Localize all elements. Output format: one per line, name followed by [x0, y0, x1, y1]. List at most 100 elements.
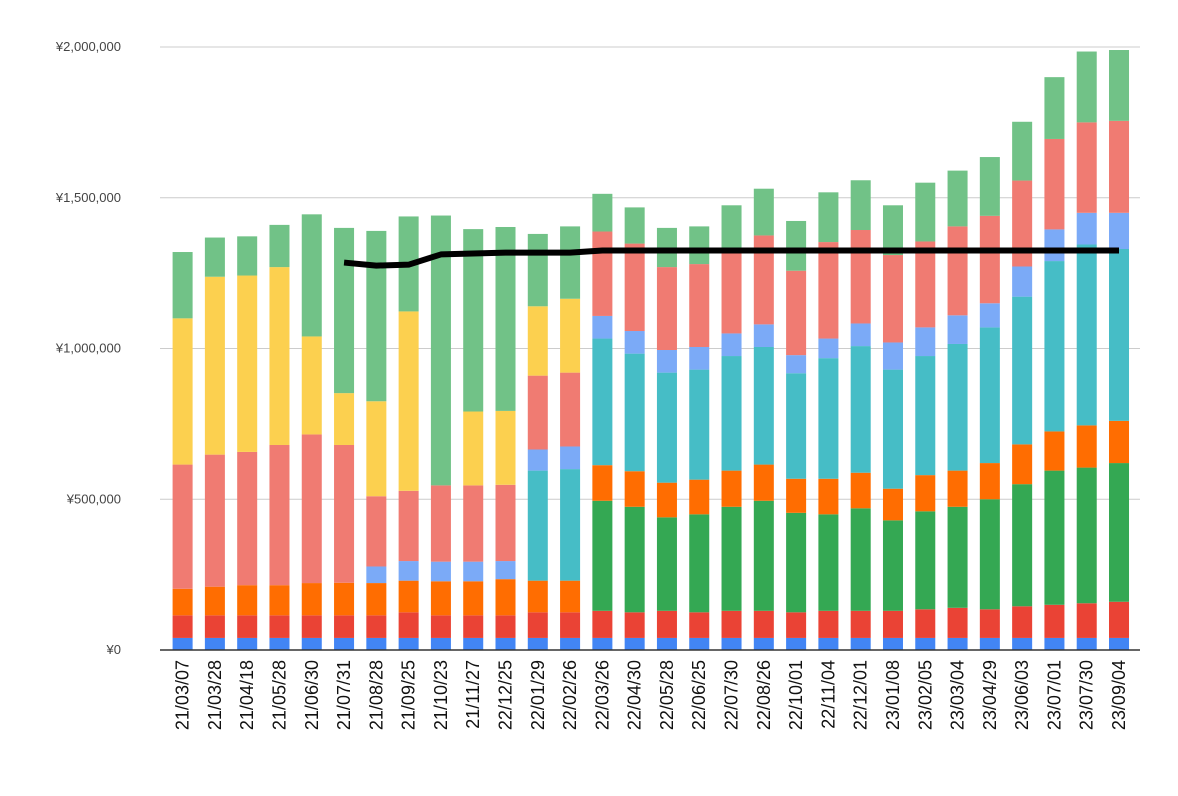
bar-segment [624, 353, 645, 472]
x-tick-label: 23/07/30 [1077, 660, 1097, 730]
bar-segment [656, 227, 677, 268]
bar-segment [592, 193, 613, 232]
bar-stack [1109, 50, 1130, 650]
bar-segment [656, 350, 677, 373]
x-tick-label: 22/02/26 [560, 660, 580, 730]
bar-segment [560, 372, 581, 447]
y-tick-label: ¥500,000 [66, 491, 121, 506]
bar-segment [979, 609, 1000, 638]
bar-segment [237, 615, 258, 638]
bar-segment [527, 470, 548, 581]
bar-segment [495, 226, 516, 411]
bar-stack [882, 205, 903, 650]
bar-segment [656, 372, 677, 483]
bar-stack [172, 252, 193, 650]
bar-segment [656, 610, 677, 638]
bar-segment [753, 188, 774, 236]
bar-stack [818, 192, 839, 650]
bar-segment [753, 500, 774, 611]
bar-segment [269, 444, 290, 586]
bar-segment [430, 215, 451, 486]
x-tick-label: 22/07/30 [722, 660, 742, 730]
x-tick-label: 22/10/01 [786, 660, 806, 730]
bar-stack [204, 237, 225, 650]
bar-segment [527, 637, 548, 650]
bar-segment [430, 485, 451, 562]
bar-segment [172, 252, 193, 319]
bar-segment [1076, 603, 1097, 638]
bar-stack [624, 207, 645, 650]
bar-segment [689, 479, 710, 515]
y-tick-label: ¥1,000,000 [55, 341, 121, 356]
bar-segment [689, 264, 710, 347]
bar-segment [334, 637, 355, 650]
bar-segment [624, 506, 645, 613]
bar-segment [1076, 637, 1097, 650]
bar-segment [1076, 212, 1097, 245]
bar-segment [527, 375, 548, 450]
bar-segment [1109, 120, 1130, 213]
bar-segment [786, 373, 807, 479]
bar-segment [204, 637, 225, 650]
bar-segment [237, 236, 258, 276]
bar-segment [786, 478, 807, 513]
x-tick-label: 23/03/04 [948, 660, 968, 730]
bar-stack [301, 214, 322, 650]
bar-stack [915, 182, 936, 650]
bar-segment [721, 249, 742, 334]
bar-segment [1012, 444, 1033, 485]
bar-segment [882, 205, 903, 256]
bar-segment [850, 180, 871, 231]
bar-segment [269, 585, 290, 616]
bar-segment [334, 393, 355, 445]
bar-segment [463, 485, 484, 562]
bar-segment [237, 585, 258, 616]
x-tick-label: 21/10/23 [431, 660, 451, 730]
bar-segment [979, 327, 1000, 464]
bar-segment [366, 615, 387, 638]
bar-segment [301, 214, 322, 337]
bar-segment [753, 610, 774, 638]
x-tick-label: 21/04/18 [237, 660, 257, 730]
x-tick-label: 22/03/26 [592, 660, 612, 730]
bar-segment [204, 454, 225, 587]
x-tick-label: 22/01/29 [528, 660, 548, 730]
bar-segment [560, 469, 581, 581]
bar-segment [592, 338, 613, 466]
bar-segment [721, 333, 742, 357]
bar-segment [915, 356, 936, 476]
bar-segment [818, 514, 839, 611]
x-tick-label: 23/07/01 [1044, 660, 1064, 730]
x-tick-label: 21/05/28 [269, 660, 289, 730]
bar-segment [818, 192, 839, 243]
bar-segment [560, 446, 581, 470]
bar-segment [979, 157, 1000, 216]
bar-segment [786, 220, 807, 271]
bar-segment [882, 610, 903, 638]
bar-segment [1076, 51, 1097, 123]
bar-segment [398, 637, 419, 650]
bar-segment [592, 500, 613, 611]
bar-segment [786, 612, 807, 638]
x-tick-label: 21/07/31 [334, 660, 354, 730]
bar-segment [430, 637, 451, 650]
bar-segment [1044, 431, 1065, 471]
bar-segment [947, 637, 968, 650]
bar-stack [592, 193, 613, 650]
bar-segment [527, 306, 548, 376]
bar-segment [656, 267, 677, 351]
bar-segment [915, 511, 936, 610]
bar-segment [495, 561, 516, 580]
bar-segment [786, 637, 807, 650]
bar-segment [947, 607, 968, 638]
bar-segment [1012, 606, 1033, 638]
bar-stack [689, 226, 710, 650]
bar-segment [915, 241, 936, 328]
x-tick-label: 21/06/30 [302, 660, 322, 730]
bar-segment [882, 637, 903, 650]
bar-segment [979, 637, 1000, 650]
bar-segment [172, 588, 193, 616]
bar-segment [915, 182, 936, 242]
bar-segment [882, 369, 903, 489]
x-tick-label: 21/09/25 [399, 660, 419, 730]
